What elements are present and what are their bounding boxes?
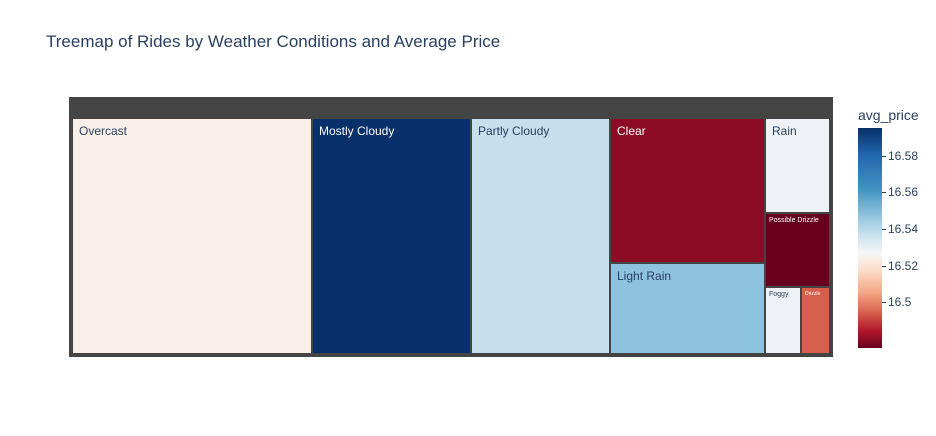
- treemap-tile-label: Light Rain: [617, 269, 672, 283]
- treemap-tile-label: Rain: [772, 124, 797, 138]
- colorbar-tickmark: [882, 302, 886, 304]
- treemap-tile-drizzle[interactable]: Drizzle: [802, 288, 829, 353]
- treemap-tile-label: Foggy: [769, 291, 789, 298]
- treemap-tile-rain[interactable]: Rain: [766, 119, 829, 212]
- colorbar: [858, 128, 882, 348]
- treemap-tile-label: Partly Cloudy: [478, 124, 550, 138]
- treemap-tile-partly-cloudy[interactable]: Partly Cloudy: [472, 119, 609, 353]
- colorbar-tickmark: [882, 228, 886, 230]
- colorbar-tick-label: 16.54: [888, 221, 919, 236]
- treemap-tile-foggy[interactable]: Foggy: [766, 288, 800, 353]
- colorbar-tickmark: [882, 155, 886, 157]
- treemap-tile-light-rain[interactable]: Light Rain: [611, 264, 764, 353]
- colorbar-tick-label: 16.58: [888, 148, 919, 163]
- treemap-tile-clear[interactable]: Clear: [611, 119, 764, 262]
- treemap-tile-possible-drizzle[interactable]: Possible Drizzle: [766, 214, 829, 286]
- colorbar-tick-label: 16.5: [888, 295, 912, 310]
- treemap-tile-label: Overcast: [79, 124, 128, 138]
- colorbar-tick-label: 16.56: [888, 185, 919, 200]
- treemap-tile-overcast[interactable]: Overcast: [73, 119, 311, 353]
- colorbar-tick-label: 16.52: [888, 258, 919, 273]
- chart-title: Treemap of Rides by Weather Conditions a…: [46, 32, 501, 51]
- treemap-root[interactable]: Overcast Mostly Cloudy Partly Cloudy Clear L…: [69, 97, 833, 357]
- treemap-tile-label: Drizzle: [805, 291, 821, 297]
- colorbar-title: avg_price: [858, 107, 919, 123]
- treemap-tile-mostly-cloudy[interactable]: Mostly Cloudy: [313, 119, 470, 353]
- treemap-tile-label: Possible Drizzle: [769, 217, 819, 224]
- treemap-tile-label: Mostly Cloudy: [319, 124, 395, 138]
- colorbar-tickmark: [882, 192, 886, 194]
- colorbar-tickmark: [882, 265, 886, 267]
- treemap-tile-label: Clear: [617, 124, 646, 138]
